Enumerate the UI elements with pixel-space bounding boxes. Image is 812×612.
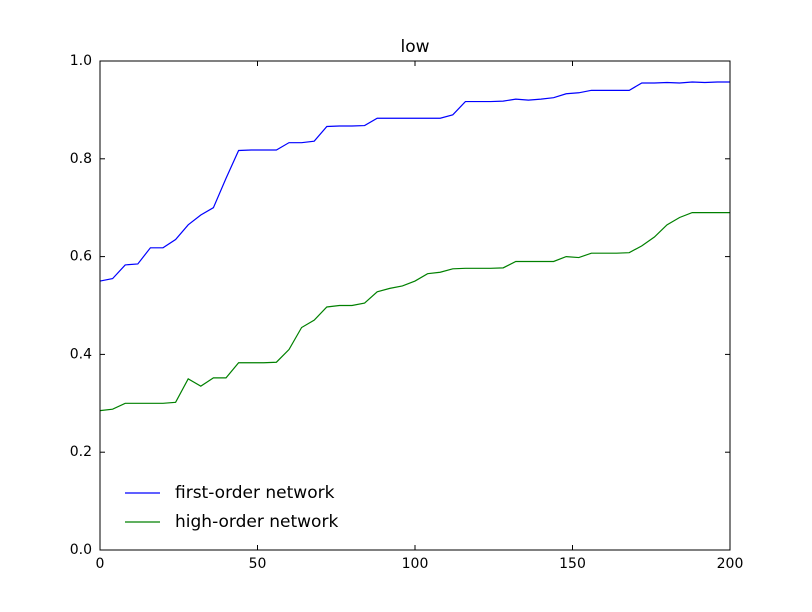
x-tick-label: 200 [717,556,744,572]
y-tick-label: 0.6 [70,249,92,265]
y-tick-label: 0.2 [70,444,92,460]
plot-frame [99,60,731,551]
chart-title: low [400,37,429,57]
line [99,81,730,282]
x-tick-label: 50 [249,556,267,572]
x-tick-label: 150 [559,556,586,572]
x-tick-label: 100 [402,556,429,572]
x-tick-label: 0 [96,556,105,572]
line [99,211,730,412]
y-tick-label: 0.4 [70,346,92,362]
y-tick-label: 1.0 [70,53,92,69]
y-tick-label: 0.8 [70,151,92,167]
y-tick-label: 0.0 [70,542,92,558]
legend-label: high-order network [175,512,338,532]
legend-label: first-order network [175,483,335,503]
